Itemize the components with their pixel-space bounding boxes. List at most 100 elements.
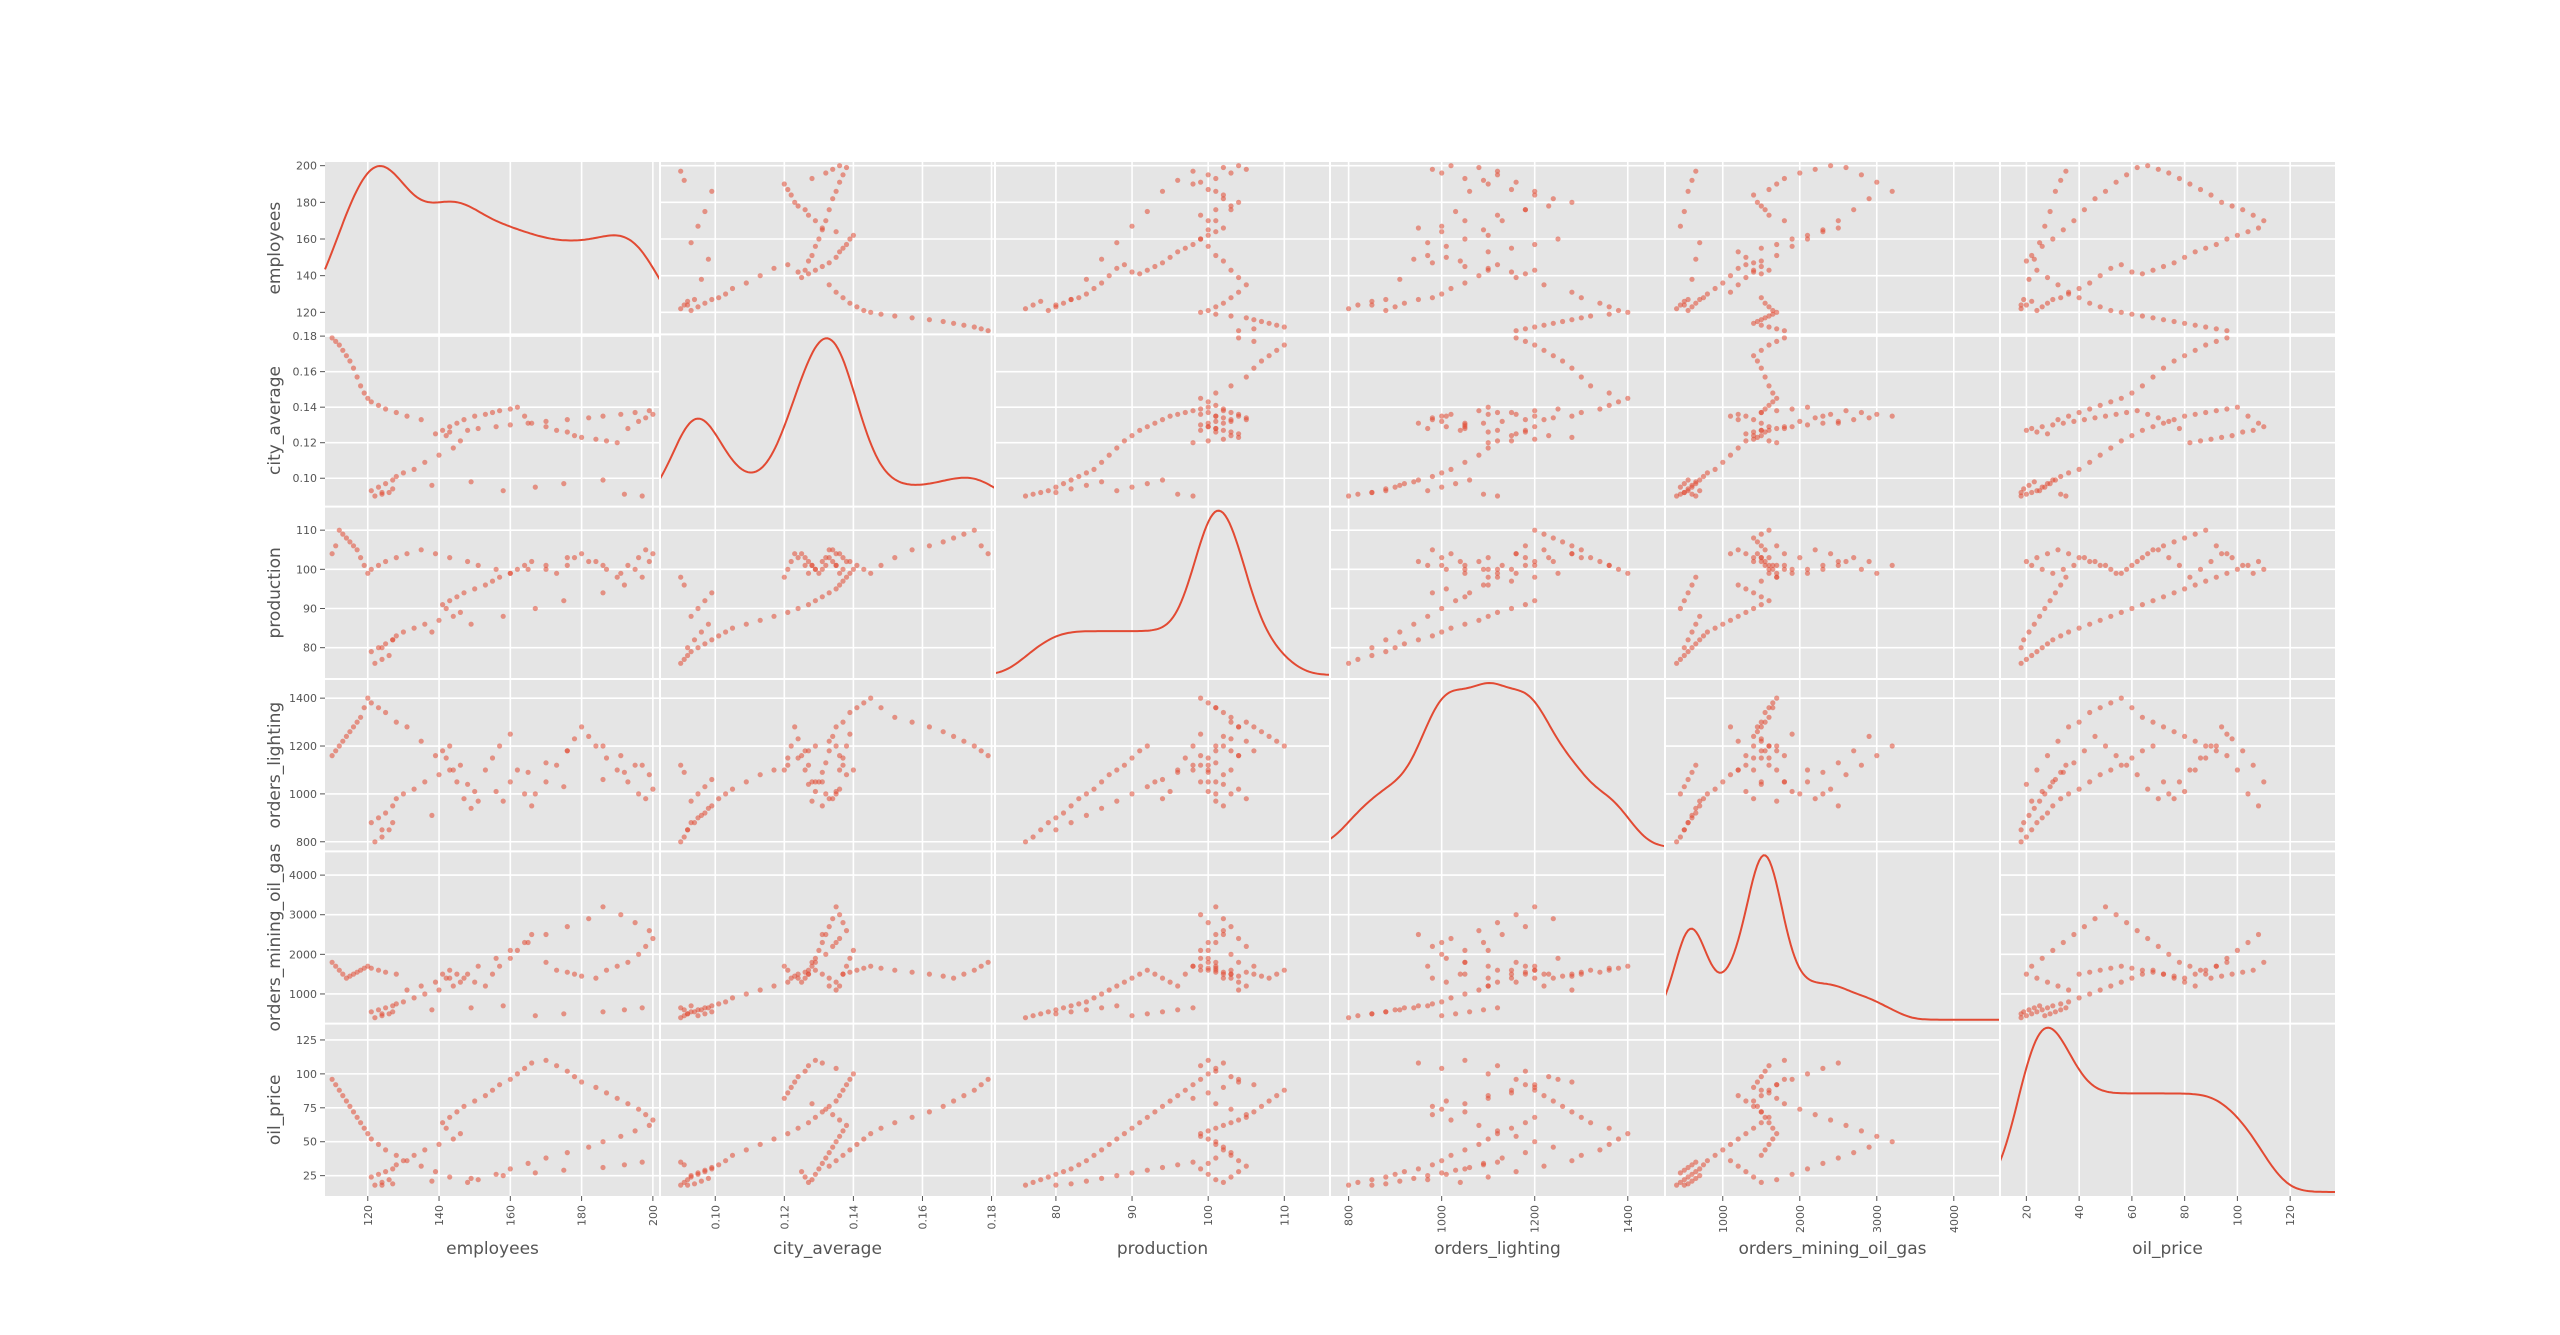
data-point xyxy=(1220,1122,1226,1128)
data-point xyxy=(1762,1147,1768,1153)
data-point xyxy=(1190,767,1196,773)
data-point xyxy=(1770,390,1776,396)
data-point xyxy=(1522,543,1528,549)
data-point xyxy=(1789,236,1795,242)
data-point xyxy=(2087,459,2093,465)
data-point xyxy=(2023,781,2029,787)
data-point xyxy=(2145,551,2151,557)
data-point xyxy=(1205,762,1211,768)
data-point xyxy=(1689,1171,1695,1177)
data-point xyxy=(639,1005,645,1011)
data-point xyxy=(1758,558,1764,565)
data-point xyxy=(1429,473,1435,480)
data-point xyxy=(2255,558,2262,565)
data-point xyxy=(1677,223,1683,229)
data-point xyxy=(1774,574,1780,580)
data-point xyxy=(1762,300,1768,306)
data-point xyxy=(375,402,382,408)
data-point xyxy=(1697,240,1703,246)
data-point xyxy=(390,486,396,492)
data-point xyxy=(809,252,815,259)
data-point xyxy=(1205,399,1211,405)
data-point xyxy=(1743,586,1749,592)
data-point xyxy=(1060,300,1067,306)
data-point xyxy=(792,724,798,730)
y-tick-label: 100 xyxy=(296,1068,317,1081)
data-point xyxy=(833,1065,839,1071)
data-point xyxy=(350,543,357,549)
data-point xyxy=(812,955,819,961)
data-point xyxy=(1175,983,1181,989)
data-point xyxy=(1743,262,1749,268)
panel-background xyxy=(1665,851,2000,1024)
data-point xyxy=(1083,791,1089,797)
data-point xyxy=(2197,566,2204,572)
data-point xyxy=(343,733,349,740)
data-point xyxy=(447,429,453,435)
data-point xyxy=(1513,274,1519,281)
data-point xyxy=(1758,427,1764,433)
data-point xyxy=(1429,975,1435,981)
data-point xyxy=(489,971,496,977)
data-point xyxy=(2208,743,2214,749)
data-point xyxy=(1236,434,1242,440)
data-point xyxy=(1820,769,1826,775)
data-point xyxy=(1789,424,1795,430)
data-point xyxy=(695,1170,701,1176)
panel-city_average-vs-employees xyxy=(325,334,660,507)
x-tick-label: 0.14 xyxy=(847,1205,860,1230)
data-point xyxy=(1198,955,1204,961)
data-point xyxy=(368,820,374,826)
data-point xyxy=(1569,1158,1575,1164)
data-point xyxy=(340,971,346,977)
data-point xyxy=(2229,555,2235,561)
panel-orders_lighting-vs-production xyxy=(995,679,1330,852)
data-point xyxy=(1758,420,1764,426)
data-point xyxy=(1462,236,1468,242)
data-point xyxy=(850,566,857,572)
data-point xyxy=(1076,473,1082,480)
data-point xyxy=(554,967,560,973)
data-point xyxy=(1220,709,1226,716)
data-point xyxy=(2102,188,2109,194)
data-point xyxy=(1494,1063,1501,1069)
panel-background xyxy=(325,851,660,1024)
data-point xyxy=(614,963,620,969)
data-point xyxy=(695,605,701,612)
data-point xyxy=(1415,558,1421,565)
data-point xyxy=(1770,562,1776,569)
data-point xyxy=(1228,1174,1234,1180)
data-point xyxy=(333,338,339,344)
panel-production-vs-oil_price xyxy=(2000,506,2335,679)
data-point xyxy=(1874,411,1880,417)
data-point xyxy=(2176,562,2182,569)
data-point xyxy=(1114,265,1120,271)
data-point xyxy=(1835,1155,1841,1161)
data-point xyxy=(805,570,812,576)
data-point xyxy=(926,317,933,323)
data-point xyxy=(1762,558,1768,565)
data-point xyxy=(2255,225,2262,231)
data-point xyxy=(847,709,853,716)
data-point xyxy=(411,466,417,472)
data-point xyxy=(1685,637,1691,643)
data-point xyxy=(1182,409,1188,416)
data-point xyxy=(2050,422,2056,428)
data-point xyxy=(621,769,628,775)
data-point xyxy=(1727,289,1734,295)
data-point xyxy=(795,736,801,742)
data-point xyxy=(1236,1158,1242,1164)
data-point xyxy=(1689,812,1695,819)
data-point xyxy=(1758,263,1764,270)
data-point xyxy=(365,395,371,401)
data-point xyxy=(2102,743,2109,749)
data-point xyxy=(372,1015,378,1021)
data-point xyxy=(1220,300,1226,306)
data-point xyxy=(1494,1005,1501,1011)
data-point xyxy=(2018,302,2024,308)
data-point xyxy=(472,979,478,985)
data-point xyxy=(1243,417,1249,423)
data-point xyxy=(618,912,624,918)
data-point xyxy=(1766,324,1772,330)
data-point xyxy=(1083,291,1089,297)
